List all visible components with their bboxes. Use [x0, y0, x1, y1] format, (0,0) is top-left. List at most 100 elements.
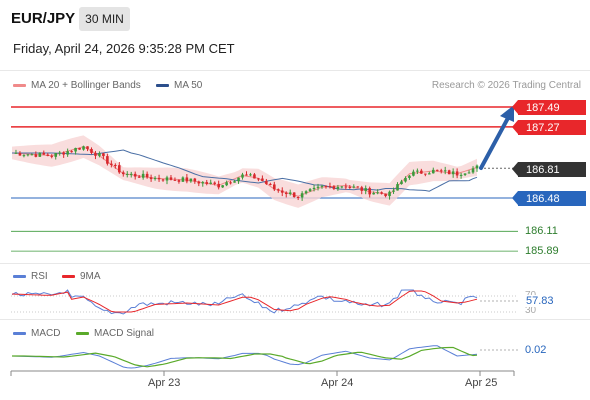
candle-body [451, 171, 455, 175]
candle-body [86, 146, 89, 149]
rsi-swatch [13, 275, 26, 278]
legend-rsi-label: RSI [31, 271, 48, 282]
candle-body [110, 163, 113, 165]
macd-signal-line [12, 346, 478, 368]
candle-body [372, 192, 375, 195]
candle-body [356, 186, 360, 188]
candle-body [54, 153, 58, 157]
bollinger-swatch [13, 84, 26, 87]
candle-body [471, 168, 475, 173]
ma20-line [11, 146, 478, 197]
candle-body [185, 177, 189, 182]
candle-body [149, 177, 153, 180]
candle-body [459, 174, 463, 176]
candle-body [273, 184, 276, 190]
candle-body [233, 181, 236, 183]
macd-value-label: 0.02 [525, 344, 547, 356]
candle-body [98, 153, 101, 156]
research-credit: Research © 2026 Trading Central [431, 80, 581, 91]
rsi-ma-swatch [62, 275, 75, 278]
candle-body [257, 178, 260, 180]
candle-body [30, 154, 34, 156]
candle-body [392, 190, 395, 192]
candle-body [26, 154, 30, 156]
candle-body [443, 170, 447, 172]
candle-body [74, 147, 77, 152]
candle-body [280, 190, 284, 193]
candle-body [308, 189, 312, 192]
candle-body [157, 177, 161, 180]
ma50-swatch [156, 84, 169, 87]
candle-body [213, 182, 216, 184]
candle-body [229, 182, 232, 184]
candle-body [245, 174, 248, 176]
rsi-line [11, 289, 478, 315]
candle-body [102, 153, 105, 157]
candle-body [420, 170, 423, 174]
candle-body [332, 186, 336, 189]
datetime-label: Friday, April 24, 2026 9:35:28 PM CET [13, 41, 235, 56]
candle-body [90, 148, 93, 153]
candle-body [328, 186, 332, 188]
resistance2-label: 187.49 [512, 100, 586, 115]
candle-body [34, 154, 38, 157]
candle-body [209, 182, 213, 184]
candle-body [197, 181, 201, 184]
forecast-arrow-shaft [479, 116, 510, 170]
x-tick-apr24: Apr 24 [321, 377, 354, 389]
divider [0, 319, 590, 320]
legend-macd-label: MACD [31, 328, 61, 339]
forecast-arrow-head [500, 105, 514, 122]
candle-body [320, 185, 324, 187]
candle-body [62, 152, 65, 155]
candle-body [46, 154, 50, 156]
legend-macd-signal: MACD Signal [76, 328, 154, 339]
candle-body [78, 147, 81, 150]
candle-body [360, 187, 364, 191]
candle-body [66, 151, 69, 155]
rsi-ma-line [11, 290, 478, 313]
divider [0, 70, 590, 71]
candle-body [42, 152, 46, 155]
candle-body [388, 191, 391, 197]
candle-body [38, 152, 42, 157]
candle-body [463, 173, 467, 175]
candle-body [165, 177, 169, 181]
candle-body [428, 173, 431, 175]
x-tick-apr25: Apr 25 [465, 377, 498, 389]
candle-body [82, 146, 85, 150]
candle-body [141, 173, 145, 178]
pivot-label: 186.48 [512, 191, 586, 206]
timeframe-button[interactable]: 30 MIN [79, 7, 130, 31]
candle-body [217, 183, 220, 188]
candle-body [237, 177, 240, 182]
candle-body [169, 177, 173, 180]
candle-body [18, 152, 22, 156]
candle-body [265, 180, 268, 184]
candle-body [348, 186, 352, 188]
candle-body [424, 173, 427, 175]
candle-body [376, 192, 379, 194]
candle-body [300, 193, 304, 198]
ma50-line [12, 149, 478, 192]
candle-body [261, 178, 264, 181]
x-tick-apr23: Apr 23 [148, 377, 181, 389]
candle-body [404, 177, 407, 182]
candle-body [292, 192, 296, 197]
candle-body [181, 177, 185, 182]
candle-body [344, 186, 348, 188]
candle-body [312, 187, 316, 190]
candle-body [447, 170, 451, 175]
candle-body [408, 175, 411, 178]
legend-bollinger: MA 20 + Bollinger Bands [13, 80, 141, 91]
candle-body [114, 164, 117, 166]
candle-body [106, 156, 109, 164]
candle-body [121, 172, 125, 175]
candle-body [221, 185, 224, 188]
candle-body [296, 196, 300, 198]
candle-body [384, 193, 387, 197]
candle-body [153, 177, 157, 180]
candle-body [316, 186, 320, 188]
candle-body [118, 165, 121, 173]
candle-body [400, 181, 403, 185]
